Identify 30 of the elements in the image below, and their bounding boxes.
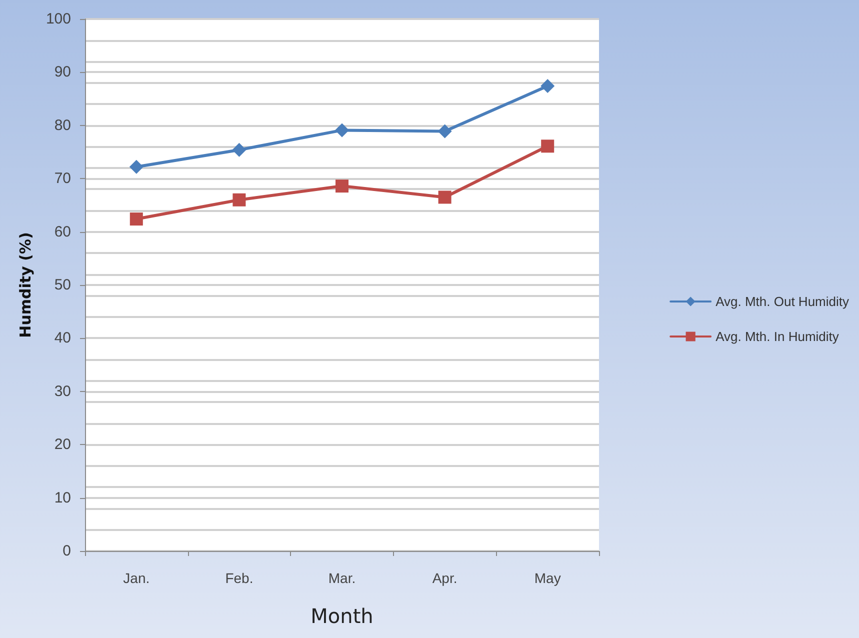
point: [129, 160, 144, 174]
x-tick-label: Feb.: [225, 570, 254, 586]
y-tick-label: 50: [54, 276, 71, 294]
point: [336, 180, 348, 193]
point: [232, 193, 246, 206]
legend-label: Avg. Mth. Out Humidity: [716, 294, 850, 309]
point: [540, 79, 555, 94]
y-tick-label: 60: [54, 223, 71, 240]
point: [541, 140, 554, 153]
y-tick-label: 80: [54, 116, 71, 134]
point: [335, 123, 349, 138]
y-tick-label: 10: [54, 489, 71, 506]
point: [130, 212, 143, 226]
x-tick-label: May: [534, 570, 561, 586]
y-tick-label: 100: [46, 10, 71, 28]
y-tick-label: 90: [54, 64, 71, 81]
y-tick-label: 0: [62, 542, 71, 560]
point: [232, 142, 246, 157]
y-axis-title: Humdity (%): [16, 232, 34, 338]
y-tick-label: 20: [54, 436, 71, 454]
x-tick-label: Jan.: [123, 570, 150, 586]
y-tick-label: 30: [54, 382, 71, 400]
point: [438, 190, 452, 204]
x-tick-label: Mar.: [328, 570, 356, 586]
x-tick-label: Apr.: [432, 570, 458, 586]
y-tick-label: 70: [54, 170, 71, 188]
y-tick-label: 40: [54, 330, 71, 347]
point: [438, 124, 452, 138]
legend-label: Avg. Mth. In Humidity: [716, 329, 840, 344]
x-axis-title: Month: [310, 604, 374, 628]
